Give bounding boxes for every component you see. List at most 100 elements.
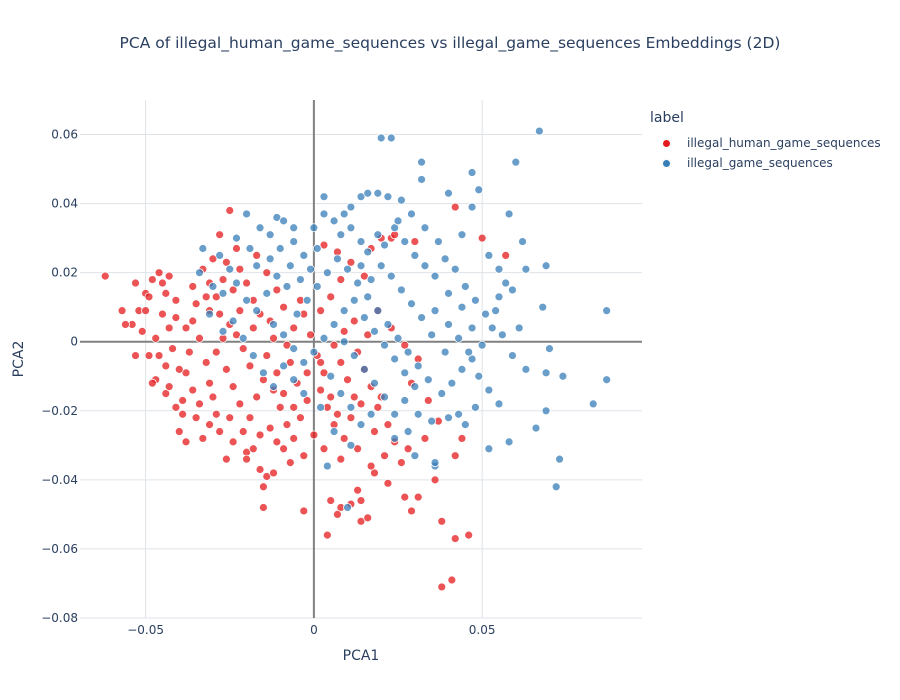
data-point[interactable]: [393, 216, 403, 226]
data-point[interactable]: [265, 254, 275, 264]
data-point[interactable]: [521, 364, 531, 374]
data-point[interactable]: [339, 434, 349, 443]
data-point[interactable]: [309, 347, 319, 357]
data-point[interactable]: [171, 402, 181, 412]
data-point[interactable]: [316, 358, 326, 367]
data-point[interactable]: [296, 413, 305, 423]
data-point[interactable]: [444, 288, 453, 298]
data-point[interactable]: [191, 299, 201, 309]
data-point[interactable]: [238, 344, 248, 354]
data-point[interactable]: [279, 302, 288, 312]
data-point[interactable]: [376, 261, 386, 271]
data-point[interactable]: [390, 409, 400, 419]
data-point[interactable]: [363, 247, 373, 257]
data-point[interactable]: [484, 444, 494, 454]
data-point[interactable]: [147, 378, 157, 388]
data-point[interactable]: [100, 271, 110, 281]
data-point[interactable]: [188, 385, 198, 395]
data-point[interactable]: [269, 333, 278, 343]
data-point[interactable]: [518, 237, 527, 246]
data-point[interactable]: [296, 275, 305, 284]
data-point[interactable]: [252, 261, 262, 271]
data-point[interactable]: [171, 295, 181, 305]
data-point[interactable]: [390, 354, 400, 364]
data-point[interactable]: [208, 392, 218, 402]
data-point[interactable]: [430, 475, 440, 485]
data-point[interactable]: [410, 451, 420, 461]
data-point[interactable]: [373, 188, 383, 198]
data-point[interactable]: [464, 347, 474, 357]
data-point[interactable]: [474, 371, 484, 381]
data-point[interactable]: [238, 333, 248, 343]
data-point[interactable]: [400, 237, 410, 246]
data-point[interactable]: [235, 306, 245, 316]
data-point[interactable]: [538, 302, 548, 312]
data-point[interactable]: [174, 427, 184, 436]
data-point[interactable]: [444, 188, 453, 198]
data-point[interactable]: [131, 278, 140, 288]
data-point[interactable]: [161, 288, 171, 298]
data-point[interactable]: [346, 440, 356, 450]
data-point[interactable]: [400, 340, 410, 350]
data-point[interactable]: [545, 344, 554, 354]
data-point[interactable]: [164, 271, 174, 281]
data-point[interactable]: [508, 351, 517, 360]
data-point[interactable]: [319, 209, 329, 219]
data-point[interactable]: [467, 354, 477, 364]
data-point[interactable]: [464, 530, 474, 540]
data-point[interactable]: [380, 240, 389, 250]
data-point[interactable]: [366, 409, 376, 419]
data-point[interactable]: [450, 534, 460, 543]
data-point[interactable]: [289, 223, 299, 233]
data-point[interactable]: [440, 347, 450, 357]
data-point[interactable]: [403, 347, 413, 357]
data-point[interactable]: [269, 320, 278, 329]
data-point[interactable]: [356, 261, 366, 271]
data-point[interactable]: [410, 250, 420, 260]
data-point[interactable]: [504, 209, 514, 219]
data-point[interactable]: [413, 492, 423, 502]
data-point[interactable]: [232, 244, 241, 253]
data-point[interactable]: [508, 285, 517, 295]
data-point[interactable]: [383, 320, 393, 329]
data-point[interactable]: [420, 434, 430, 443]
data-point[interactable]: [457, 434, 467, 443]
data-point[interactable]: [205, 309, 214, 319]
data-point[interactable]: [144, 351, 154, 360]
data-point[interactable]: [151, 333, 161, 343]
data-point[interactable]: [346, 413, 356, 423]
data-point[interactable]: [265, 230, 275, 240]
data-point[interactable]: [131, 351, 140, 360]
data-point[interactable]: [454, 409, 463, 419]
legend-item-illegal-game-sequences[interactable]: illegal_game_sequences: [662, 153, 881, 173]
data-point[interactable]: [457, 302, 467, 312]
data-point[interactable]: [356, 496, 366, 505]
data-point[interactable]: [184, 347, 194, 357]
data-point[interactable]: [262, 288, 272, 298]
data-point[interactable]: [467, 202, 477, 212]
data-point[interactable]: [201, 292, 211, 302]
data-point[interactable]: [349, 316, 359, 326]
data-point[interactable]: [393, 333, 403, 343]
legend-item-illegal-human-game-sequences[interactable]: illegal_human_game_sequences: [662, 133, 881, 153]
data-point[interactable]: [319, 240, 329, 250]
data-point[interactable]: [285, 261, 295, 271]
data-point[interactable]: [326, 392, 336, 402]
data-point[interactable]: [319, 444, 329, 454]
data-point[interactable]: [467, 323, 477, 333]
data-point[interactable]: [255, 430, 265, 440]
data-point[interactable]: [218, 326, 228, 336]
data-point[interactable]: [417, 175, 426, 184]
data-point[interactable]: [228, 316, 238, 326]
data-point[interactable]: [259, 503, 268, 512]
data-point[interactable]: [339, 337, 349, 347]
data-point[interactable]: [390, 223, 400, 233]
data-point[interactable]: [238, 427, 248, 436]
data-point[interactable]: [147, 275, 157, 284]
data-point[interactable]: [501, 278, 511, 288]
data-point[interactable]: [366, 461, 376, 471]
data-point[interactable]: [255, 223, 265, 233]
data-point[interactable]: [141, 306, 151, 316]
data-point[interactable]: [218, 275, 228, 284]
data-point[interactable]: [386, 133, 396, 143]
